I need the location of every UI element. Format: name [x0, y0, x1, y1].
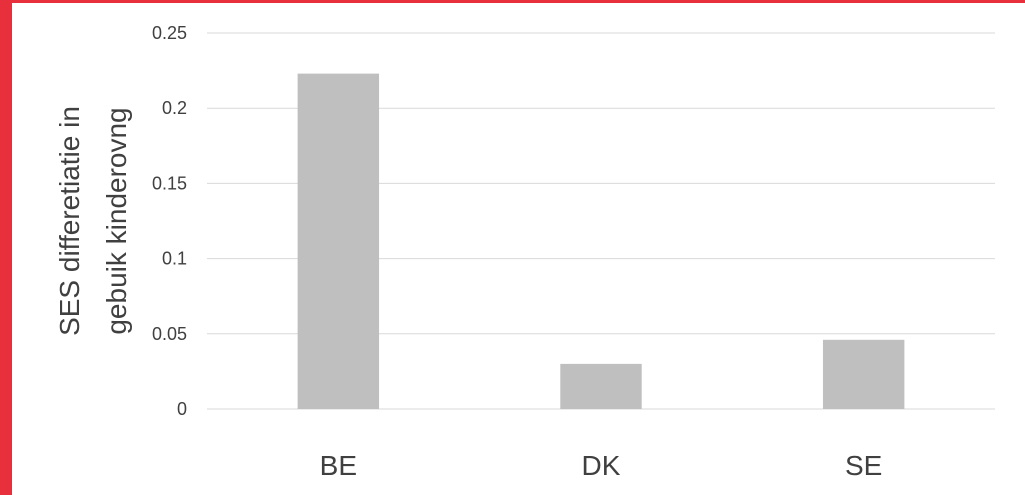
y-tick-label: 0.05	[152, 324, 187, 344]
y-tick-label: 0.25	[152, 23, 187, 43]
y-tick-labels: 0 0.05 0.1 0.15 0.2 0.25	[152, 23, 187, 419]
category-labels: BE DK SE	[320, 450, 883, 481]
y-axis-title-line: SES differetiatie in	[54, 106, 85, 336]
bar-be	[297, 73, 380, 409]
bar-se	[822, 339, 905, 409]
accent-frame-left	[0, 0, 12, 495]
y-tick-label: 0.2	[162, 98, 187, 118]
category-label: SE	[845, 450, 882, 481]
bars	[297, 73, 905, 409]
y-axis-title: SES differetiatie in gebuik kinderovng	[54, 106, 132, 336]
category-label: BE	[320, 450, 357, 481]
y-axis-title-line: gebuik kinderovng	[101, 107, 132, 334]
category-label: DK	[582, 450, 621, 481]
bar-dk	[560, 363, 642, 409]
y-tick-label: 0.15	[152, 173, 187, 193]
y-tick-label: 0.1	[162, 249, 187, 269]
y-tick-label: 0	[177, 399, 187, 419]
accent-frame-top	[0, 0, 1025, 3]
